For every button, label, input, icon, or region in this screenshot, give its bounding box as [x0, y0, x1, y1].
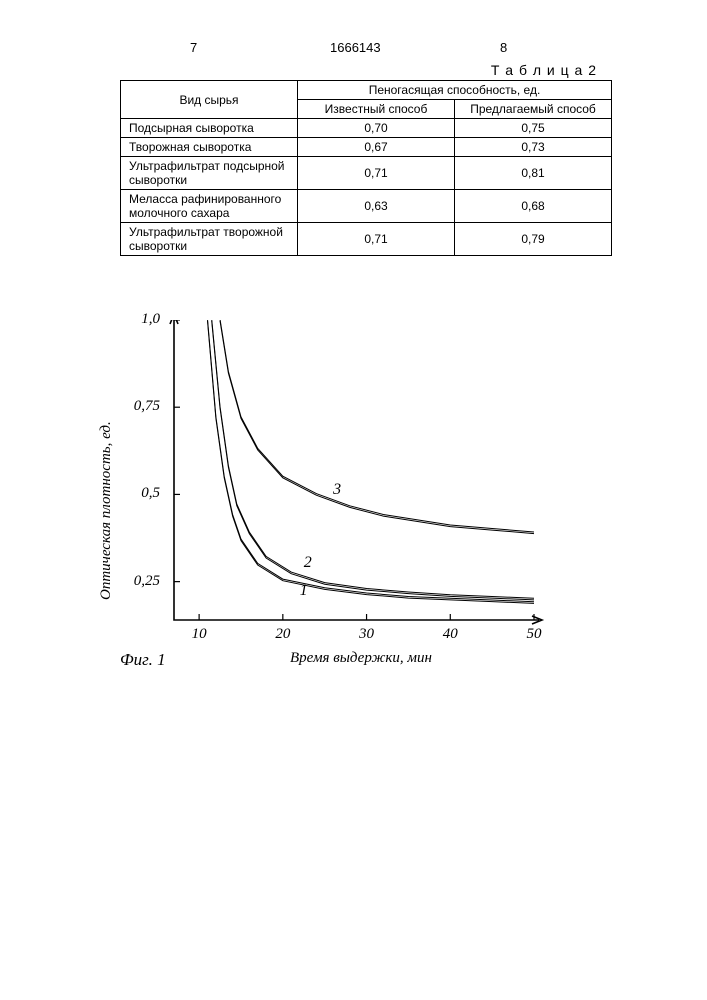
cell-known: 0,67 [298, 138, 455, 157]
table-row: Подсырная сыворотка0,700,75 [121, 119, 612, 138]
cell-proposed: 0,79 [455, 223, 612, 256]
cell-material: Творожная сыворотка [121, 138, 298, 157]
table-row: Ультрафильтрат творожной сыворотки0,710,… [121, 223, 612, 256]
cell-proposed: 0,73 [455, 138, 612, 157]
y-axis-label: Оптическая плотность, ед. [98, 421, 115, 600]
cell-proposed: 0,75 [455, 119, 612, 138]
table-row: Меласса рафинированного молочного сахара… [121, 190, 612, 223]
cell-known: 0,71 [298, 223, 455, 256]
cell-material: Ультрафильтрат подсырной сыворотки [121, 157, 298, 190]
table-row: Ультрафильтрат подсырной сыворотки0,710,… [121, 157, 612, 190]
cell-material: Меласса рафинированного молочного сахара [121, 190, 298, 223]
cell-material: Ультрафильтрат творожной сыворотки [121, 223, 298, 256]
cell-known: 0,71 [298, 157, 455, 190]
data-table: Вид сырья Пеногасящая способность, ед. И… [120, 80, 612, 256]
cell-proposed: 0,68 [455, 190, 612, 223]
y-tick-label: 0,75 [120, 398, 160, 415]
th-proposed: Предлагаемый способ [455, 100, 612, 119]
cell-known: 0,63 [298, 190, 455, 223]
curve-label: 1 [300, 582, 308, 600]
y-tick-label: 0,5 [120, 485, 160, 502]
x-tick-label: 40 [435, 626, 465, 643]
page-num-left: 7 [190, 40, 197, 55]
y-tick-label: 1,0 [120, 311, 160, 328]
y-tick-label: 0,25 [120, 573, 160, 590]
x-tick-label: 30 [352, 626, 382, 643]
x-tick-label: 50 [519, 626, 549, 643]
figure-label: Фиг. 1 [120, 650, 166, 670]
page-num-right: 8 [500, 40, 507, 55]
cell-proposed: 0,81 [455, 157, 612, 190]
cell-material: Подсырная сыворотка [121, 119, 298, 138]
page-num-center: 1666143 [330, 40, 381, 55]
x-tick-label: 20 [268, 626, 298, 643]
cell-known: 0,70 [298, 119, 455, 138]
th-known: Известный способ [298, 100, 455, 119]
table-caption: Т а б л и ц а 2 [491, 62, 597, 78]
curve-label: 2 [304, 554, 312, 572]
table-row: Творожная сыворотка0,670,73 [121, 138, 612, 157]
x-axis-label: Время выдержки, мин [290, 650, 432, 667]
th-material: Вид сырья [121, 81, 298, 119]
th-group: Пеногасящая способность, ед. [298, 81, 612, 100]
chart: Оптическая плотность, ед. Время выдержки… [120, 320, 560, 700]
x-tick-label: 10 [184, 626, 214, 643]
curve-label: 3 [333, 481, 341, 499]
